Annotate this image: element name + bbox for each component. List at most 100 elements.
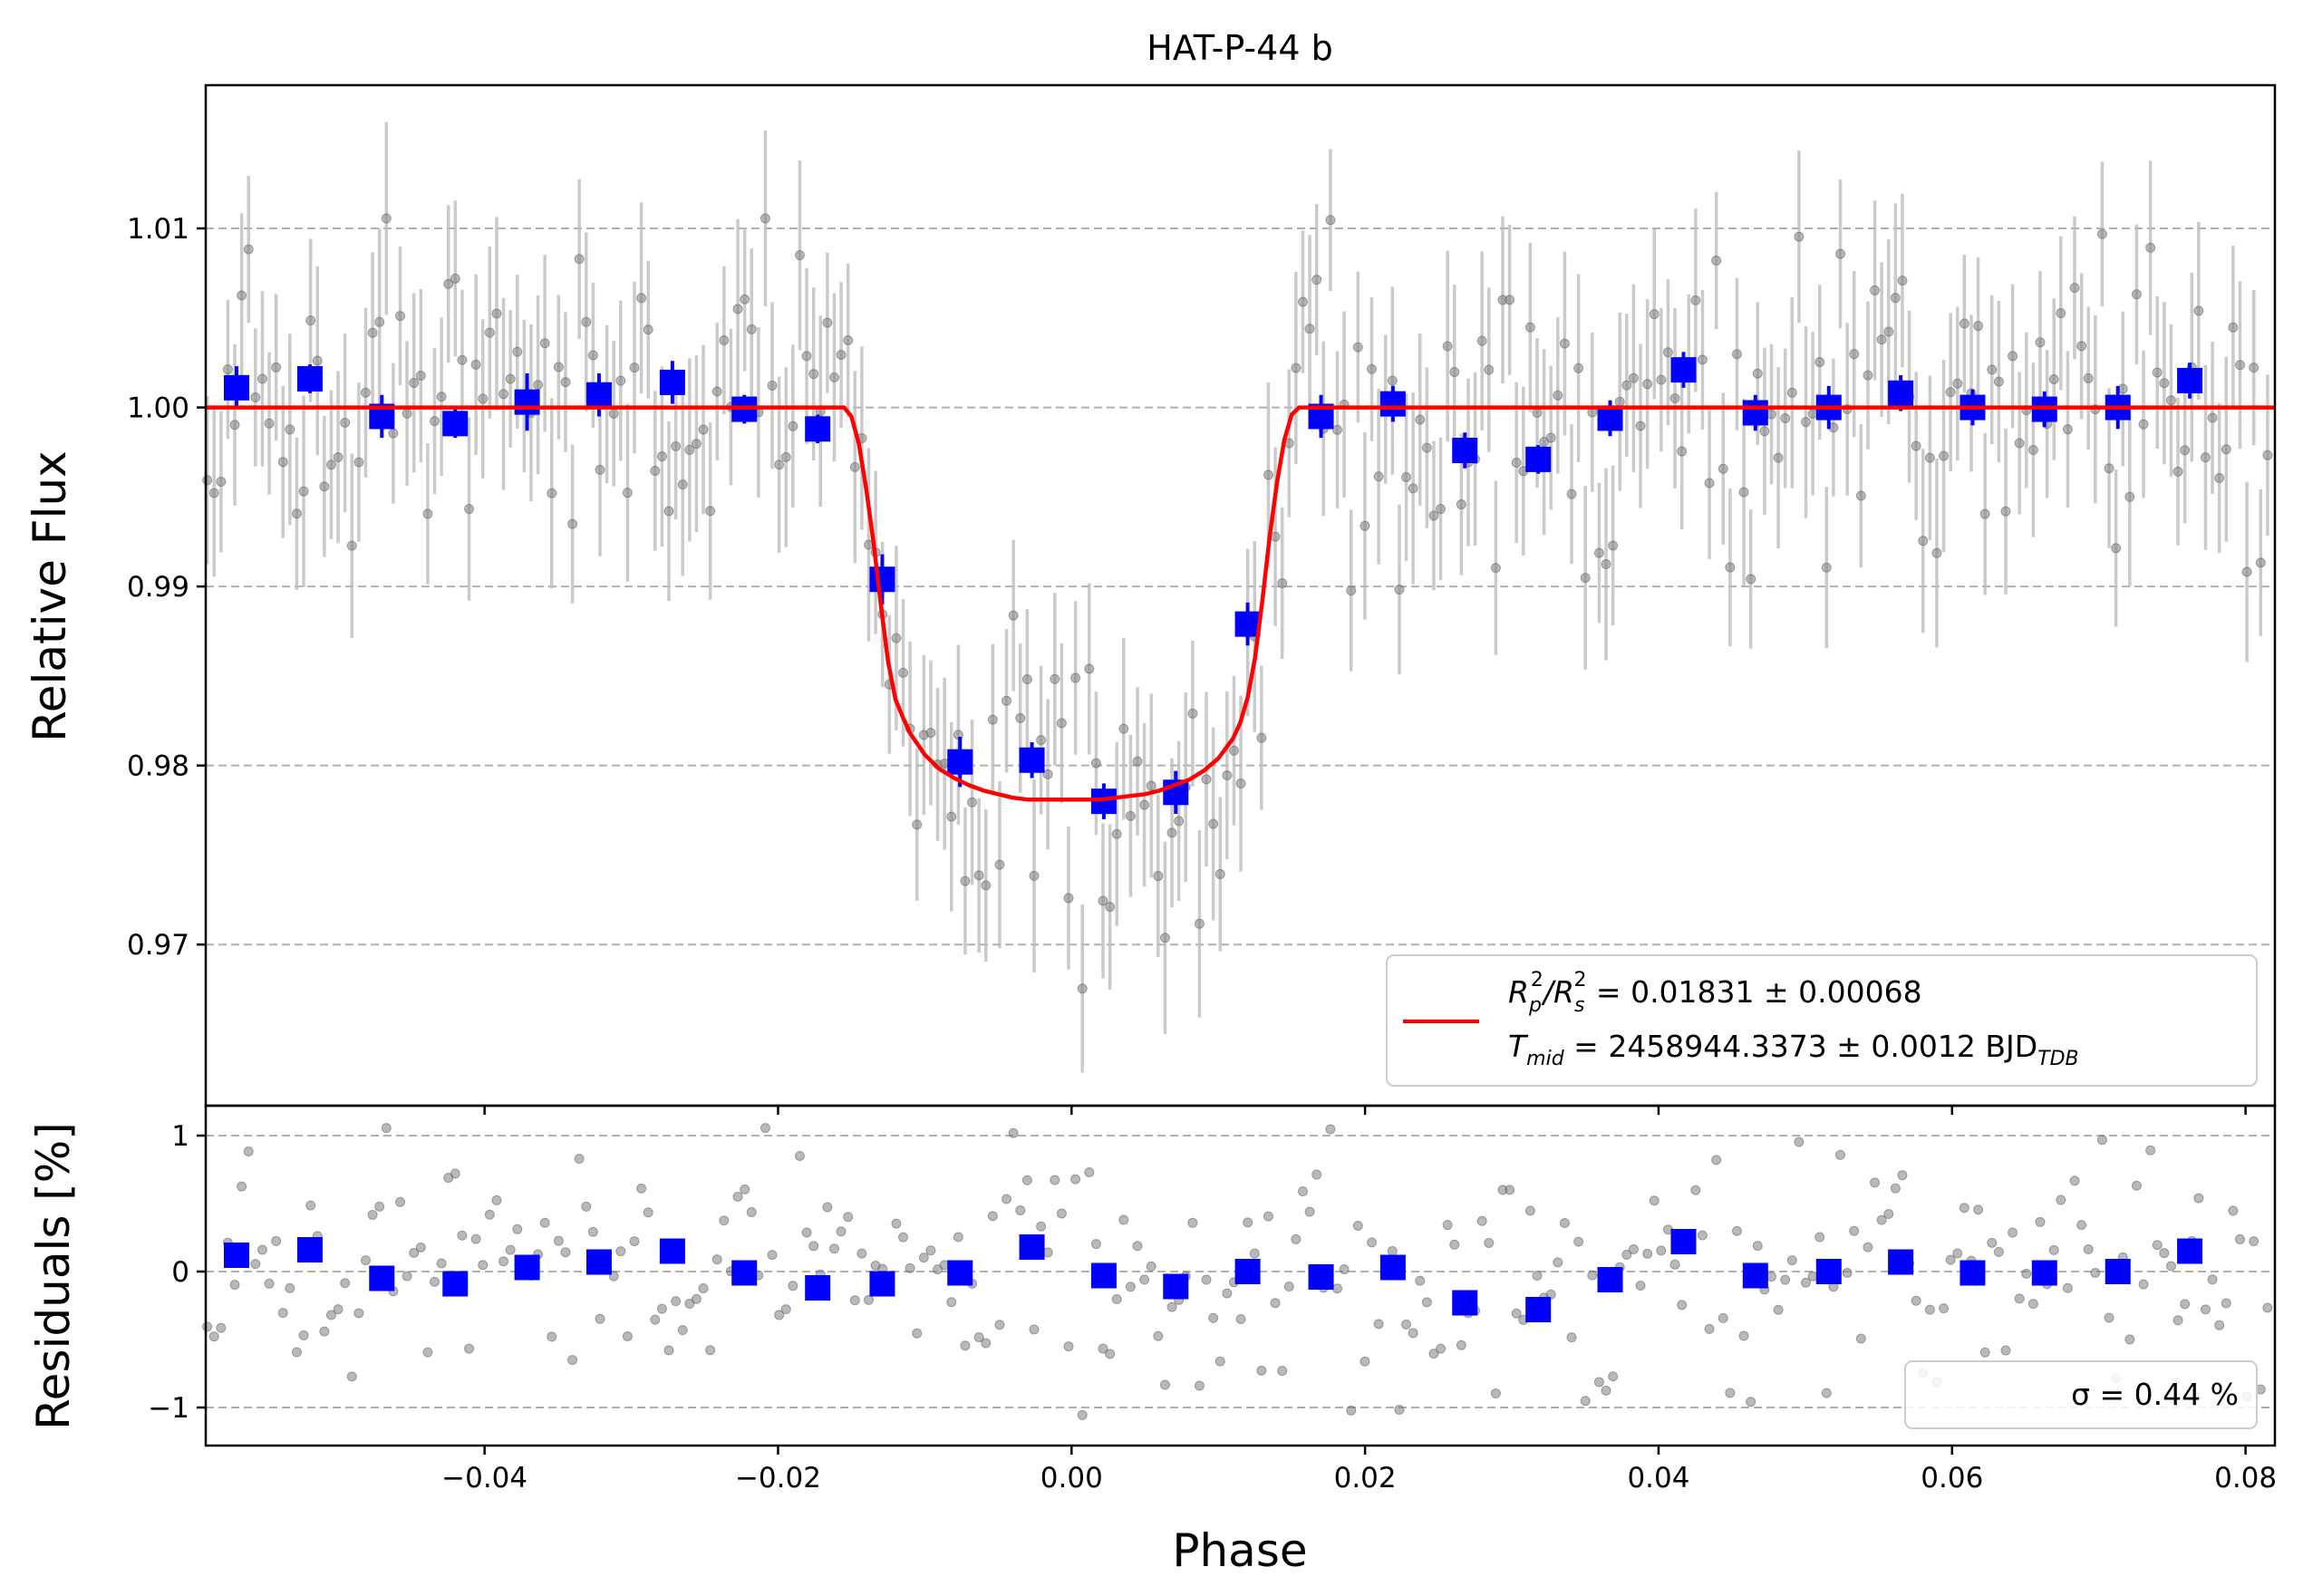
raw-point xyxy=(1883,326,1894,337)
residual-point xyxy=(1428,1349,1439,1359)
residual-point xyxy=(1952,1248,1963,1259)
raw-point xyxy=(1021,674,1032,685)
residual-point xyxy=(2104,1312,2114,1323)
raw-point xyxy=(2000,506,2011,517)
raw-point xyxy=(1635,421,1646,431)
raw-point xyxy=(2062,424,2073,435)
raw-point xyxy=(1649,309,1660,320)
binned-residual-point xyxy=(869,1271,895,1297)
raw-point xyxy=(208,488,219,498)
raw-point xyxy=(912,819,923,830)
raw-point xyxy=(533,380,544,391)
raw-point xyxy=(2180,445,2191,456)
binned-residual-point xyxy=(1308,1264,1334,1290)
residual-point xyxy=(1677,1300,1688,1311)
raw-point xyxy=(1373,471,1384,482)
residual-point xyxy=(208,1331,219,1342)
raw-point xyxy=(2048,373,2059,384)
raw-point xyxy=(774,459,785,470)
binned-point xyxy=(296,365,323,392)
raw-point xyxy=(291,508,302,519)
residual-point xyxy=(1090,1239,1101,1250)
residual-point xyxy=(325,1310,336,1320)
raw-point xyxy=(547,488,557,498)
residual-point xyxy=(836,1226,847,1237)
raw-point xyxy=(1752,368,1763,379)
raw-point xyxy=(1002,695,1012,706)
residual-point xyxy=(1669,1259,1680,1270)
residual-point xyxy=(1773,1304,1784,1315)
residual-point xyxy=(1360,1356,1370,1367)
binned-residual-point xyxy=(1019,1234,1045,1260)
residual-point xyxy=(285,1282,295,1293)
binned-point xyxy=(1234,611,1261,637)
binned-residual-point xyxy=(369,1265,395,1291)
binned-point xyxy=(1452,437,1478,463)
raw-point xyxy=(2138,419,2149,430)
raw-point xyxy=(1773,452,1784,463)
raw-point xyxy=(1490,563,1501,574)
raw-point xyxy=(2131,289,2142,300)
raw-point xyxy=(1042,769,1053,779)
raw-point xyxy=(1105,902,1116,913)
raw-point xyxy=(767,380,778,391)
binned-residual-point xyxy=(296,1237,323,1262)
raw-point xyxy=(409,377,420,388)
residual-point xyxy=(849,1295,860,1306)
residual-point xyxy=(1408,1328,1418,1339)
residual-point xyxy=(1842,1267,1853,1278)
raw-point xyxy=(1476,335,1487,346)
raw-point xyxy=(2193,305,2204,316)
residual-point xyxy=(2027,1299,2038,1310)
residual-point xyxy=(1649,1195,1660,1206)
residual-point xyxy=(1449,1239,1460,1250)
residual-point xyxy=(822,1202,833,1213)
raw-point xyxy=(1449,366,1460,377)
raw-point xyxy=(698,424,709,435)
raw-point xyxy=(1304,324,1315,334)
bottom-x-tick-label: 0.08 xyxy=(2214,1462,2277,1494)
raw-point xyxy=(1545,432,1556,443)
residual-point xyxy=(1194,1380,1205,1391)
residual-point xyxy=(1883,1209,1894,1220)
raw-point xyxy=(1931,547,1942,558)
raw-point xyxy=(960,875,971,886)
residual-point xyxy=(2221,1298,2231,1309)
residual-point xyxy=(698,1282,709,1293)
residual-point xyxy=(340,1278,351,1289)
residual-point xyxy=(2228,1205,2239,1216)
binned-residual-point xyxy=(1525,1297,1552,1322)
residual-point xyxy=(402,1271,412,1282)
residual-point xyxy=(1291,1233,1301,1244)
residual-point xyxy=(567,1355,578,1366)
residual-point xyxy=(1746,1397,1756,1407)
residual-point xyxy=(1105,1349,1116,1359)
residual-point xyxy=(1553,1257,1563,1268)
raw-point xyxy=(360,387,371,398)
residual-point xyxy=(1056,1208,1067,1219)
residual-point xyxy=(629,1236,640,1247)
residual-point xyxy=(1367,1237,1378,1248)
raw-point xyxy=(1979,508,1990,519)
residual-point xyxy=(1394,1405,1405,1416)
residual-point xyxy=(2234,1233,2245,1244)
bottom-axes-frame xyxy=(204,1104,2277,1447)
raw-point xyxy=(650,466,661,477)
residual-point xyxy=(1656,1245,1667,1256)
residual-point xyxy=(780,1304,791,1315)
residual-point xyxy=(1050,1175,1060,1185)
raw-point xyxy=(325,459,336,470)
residual-point xyxy=(1794,1137,1805,1147)
residual-point xyxy=(1697,1230,1708,1241)
residual-point xyxy=(1002,1194,1012,1204)
raw-point xyxy=(587,350,598,361)
raw-point xyxy=(1139,799,1150,810)
raw-point xyxy=(1387,375,1398,386)
raw-point xyxy=(1008,610,1019,621)
raw-point xyxy=(2241,566,2252,577)
residual-point xyxy=(2124,1334,2135,1345)
residual-point xyxy=(1484,1237,1495,1248)
raw-point xyxy=(402,408,412,419)
residual-point xyxy=(1118,1214,1129,1225)
residual-point xyxy=(457,1230,468,1241)
